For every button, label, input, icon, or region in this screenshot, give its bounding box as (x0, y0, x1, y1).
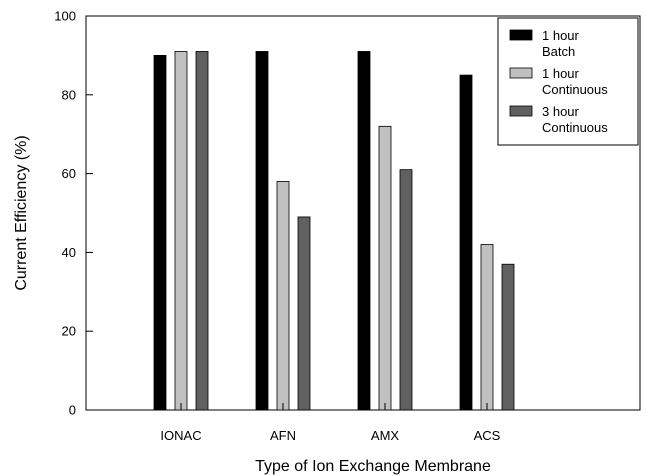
y-tick-label: 0 (69, 403, 76, 418)
bar (459, 74, 473, 411)
bar (297, 216, 311, 411)
bar (276, 181, 290, 411)
legend-swatch (509, 67, 533, 79)
legend-swatch (509, 105, 533, 117)
y-tick-label: 60 (62, 166, 76, 181)
bar (501, 263, 515, 411)
bar (357, 51, 371, 411)
x-tick-label: ACS (474, 428, 501, 443)
x-tick-label: AFN (270, 428, 296, 443)
legend-label: 1 hour Continuous (542, 66, 608, 97)
y-tick-label: 80 (62, 87, 76, 102)
bar (153, 55, 167, 411)
bar (174, 51, 188, 411)
bar (399, 169, 413, 411)
y-axis: 0 20 40 60 80 100 (54, 9, 93, 418)
y-tick-label: 100 (54, 9, 76, 24)
legend-label: 1 hour Batch (542, 28, 580, 59)
x-axis: IONAC AFN AMX ACS (160, 403, 501, 443)
bar (480, 244, 494, 411)
x-tick-label: IONAC (160, 428, 201, 443)
y-tick-label: 20 (62, 324, 76, 339)
legend: 1 hour Batch 1 hour Continuous 3 hour Continu… (497, 17, 639, 146)
bar (378, 125, 392, 411)
y-tick-label: 40 (62, 245, 76, 260)
x-tick-label: AMX (371, 428, 400, 443)
legend-label: 3 hour Continuous (542, 104, 608, 135)
y-axis-title: Current Efficiency (%) (13, 135, 30, 290)
legend-swatch (509, 29, 533, 41)
bar (195, 51, 209, 411)
bars-group (153, 51, 515, 411)
bar (255, 51, 269, 411)
x-axis-title: Type of Ion Exchange Membrane (255, 458, 491, 475)
